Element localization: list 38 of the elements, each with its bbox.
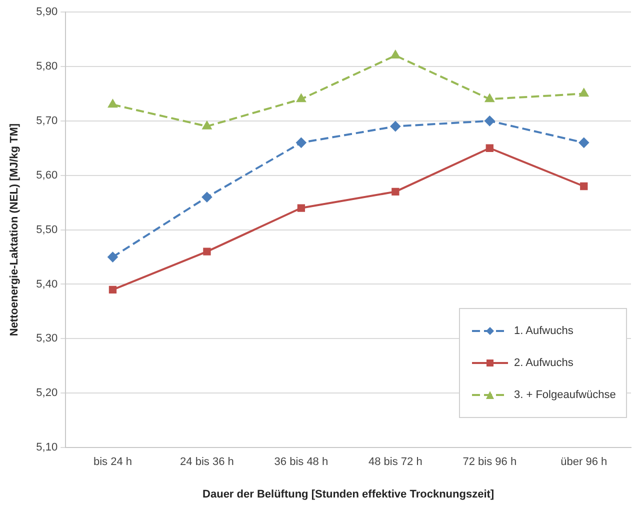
y-tick-label: 5,60 [36, 169, 58, 182]
point [580, 182, 588, 190]
y-tick-label: 5,40 [36, 278, 58, 290]
point [108, 286, 117, 294]
point [297, 204, 306, 212]
y-tick-label: 5,90 [36, 6, 58, 18]
x-axis-title: Dauer der Belüftung [Stunden effektive Trocknungszeit] [202, 488, 494, 500]
point [203, 248, 211, 256]
point [390, 121, 400, 132]
point [579, 88, 588, 97]
point [296, 94, 306, 102]
legend-label: 3. + Folgeaufwüchse [514, 388, 616, 401]
point [392, 188, 400, 196]
point [486, 144, 494, 152]
legend-label: 2. Aufwuchs [514, 356, 574, 369]
x-tick-label: 72 bis 96 h [462, 456, 517, 468]
y-axis-title: Nettoenergie-Laktation (NEL) [MJ/kg TM] [8, 123, 21, 336]
y-tick-label: 5,50 [36, 224, 58, 236]
point [485, 94, 494, 102]
point [202, 121, 212, 130]
point [578, 138, 589, 148]
y-tick-label: 5,10 [36, 442, 58, 454]
y-tick-label: 5,20 [36, 387, 58, 400]
x-tick-label: bis 24 h [93, 456, 132, 468]
point [202, 192, 212, 202]
point [296, 138, 306, 148]
y-tick-label: 5,30 [36, 332, 58, 345]
point [484, 116, 495, 126]
x-tick-label: über 96 h [560, 456, 608, 468]
x-tick-label: 24 bis 36 h [180, 456, 234, 468]
y-tick-label: 5,70 [36, 114, 58, 127]
x-tick-label: 36 bis 48 h [274, 456, 328, 468]
point [108, 252, 118, 262]
point [108, 100, 118, 108]
point [390, 50, 400, 59]
y-tick-label: 5,80 [36, 60, 58, 72]
x-tick-label: 48 bis 72 h [368, 456, 422, 468]
legend-label: 1. Aufwuchs [514, 324, 574, 337]
